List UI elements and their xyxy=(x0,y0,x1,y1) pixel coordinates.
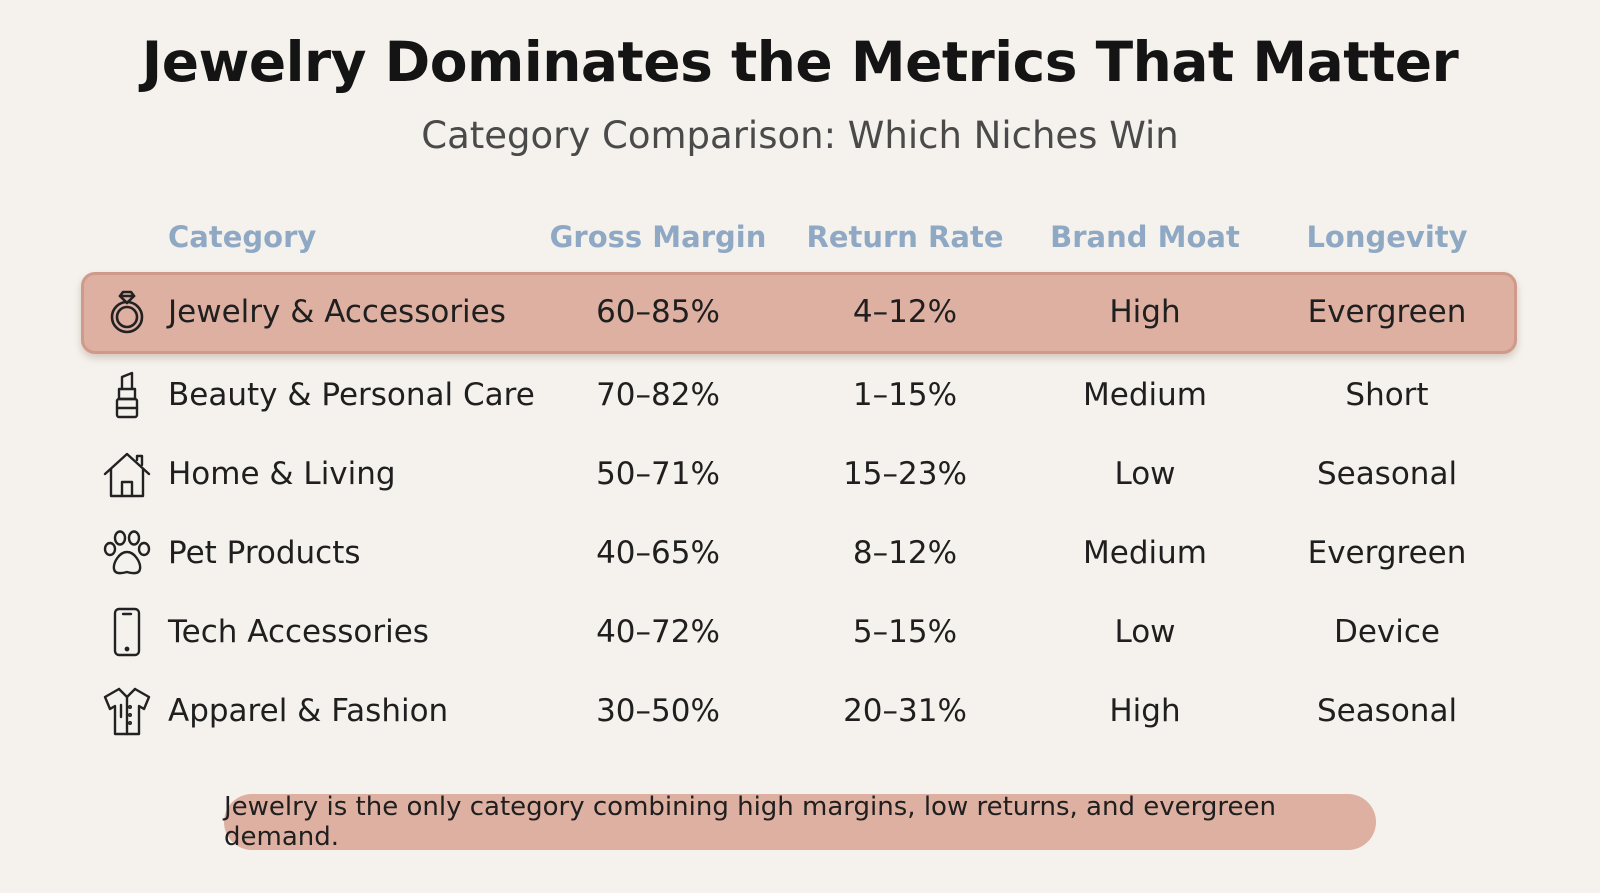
cell-category: Home & Living xyxy=(168,456,396,492)
cell-return-rate: 1–15% xyxy=(852,377,958,413)
cell-longevity: Evergreen xyxy=(1307,294,1467,330)
cell-longevity: Seasonal xyxy=(1316,693,1458,729)
cell-gross-margin: 70–82% xyxy=(596,377,720,413)
cell-brand-moat: High xyxy=(1109,294,1181,330)
cell-longevity: Seasonal xyxy=(1316,456,1458,492)
ring-icon xyxy=(101,286,153,338)
cell-brand-moat: High xyxy=(1109,693,1181,729)
phone-icon xyxy=(101,606,153,658)
cell-longevity: Evergreen xyxy=(1307,535,1467,571)
cell-brand-moat: Medium xyxy=(1083,377,1207,413)
cell-return-rate: 4–12% xyxy=(852,294,958,330)
cell-category: Pet Products xyxy=(168,535,361,571)
cell-category: Apparel & Fashion xyxy=(168,693,449,729)
cell-gross-margin: 40–72% xyxy=(596,614,720,650)
cell-brand-moat: Medium xyxy=(1083,535,1207,571)
house-icon xyxy=(101,448,153,500)
header-category: Category xyxy=(168,220,317,254)
cell-category: Tech Accessories xyxy=(168,614,429,650)
page-subtitle: Category Comparison: Which Niches Win xyxy=(421,114,1179,157)
header-brand-moat: Brand Moat xyxy=(1050,220,1240,254)
header-gross-margin: Gross Margin xyxy=(549,220,767,254)
paw-icon xyxy=(101,527,153,579)
header-longevity: Longevity xyxy=(1306,220,1468,254)
footer-note: Jewelry is the only category combining h… xyxy=(224,792,1376,852)
lipstick-icon xyxy=(101,369,153,421)
table-header: Category Gross Margin Return Rate Brand … xyxy=(0,212,1600,262)
table-row: Pet Products 40–65% 8–12% Medium Evergre… xyxy=(0,513,1600,593)
cell-return-rate: 15–23% xyxy=(843,456,967,492)
cell-brand-moat: Low xyxy=(1114,614,1176,650)
table-row: Apparel & Fashion 30–50% 20–31% High Sea… xyxy=(0,671,1600,751)
page-title: Jewelry Dominates the Metrics That Matte… xyxy=(141,30,1459,94)
cell-brand-moat: Low xyxy=(1114,456,1176,492)
header-return-rate: Return Rate xyxy=(806,220,1004,254)
table-row: Home & Living 50–71% 15–23% Low Seasonal xyxy=(0,434,1600,514)
table-row: Tech Accessories 40–72% 5–15% Low Device xyxy=(0,592,1600,672)
cell-longevity: Device xyxy=(1333,614,1441,650)
table-row: Beauty & Personal Care 70–82% 1–15% Medi… xyxy=(0,355,1600,435)
cell-return-rate: 8–12% xyxy=(852,535,958,571)
cell-gross-margin: 30–50% xyxy=(596,693,720,729)
shirt-icon xyxy=(101,685,153,737)
cell-gross-margin: 60–85% xyxy=(596,294,720,330)
cell-longevity: Short xyxy=(1345,377,1429,413)
cell-category: Jewelry & Accessories xyxy=(168,294,506,330)
cell-return-rate: 5–15% xyxy=(852,614,958,650)
cell-category: Beauty & Personal Care xyxy=(168,377,535,413)
cell-gross-margin: 40–65% xyxy=(596,535,720,571)
row-highlight-background xyxy=(81,272,1517,354)
table-row-highlighted: Jewelry & Accessories 60–85% 4–12% High … xyxy=(0,272,1600,354)
cell-gross-margin: 50–71% xyxy=(596,456,720,492)
cell-return-rate: 20–31% xyxy=(843,693,967,729)
footer-note-text: Jewelry is the only category combining h… xyxy=(224,792,1276,852)
